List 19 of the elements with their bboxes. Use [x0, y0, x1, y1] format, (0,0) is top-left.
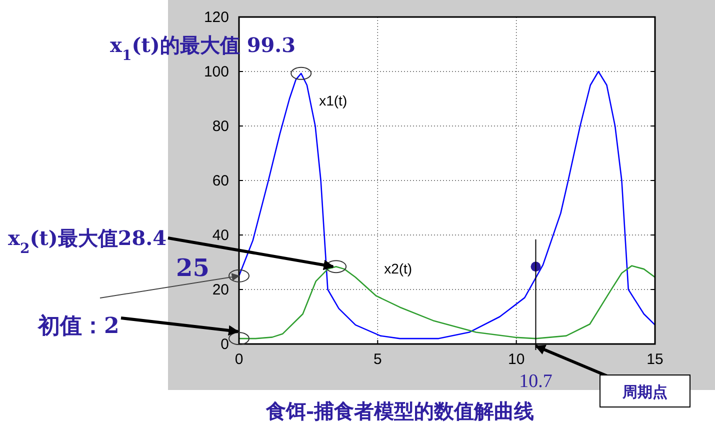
text: 食饵-捕食者模型的数值解曲线 [264, 399, 534, 423]
y-tick-label: 20 [212, 282, 229, 298]
annotation: x$_{2}$(t)最大值28.4 [8, 226, 167, 257]
x-tick-label: 0 [234, 351, 244, 368]
annotation: 25 [176, 253, 210, 282]
annotation: 周期点 [622, 383, 668, 401]
series-label: x2(t) [384, 260, 412, 277]
x-tick-label: 15 [646, 351, 664, 368]
y-tick-label: 120 [204, 9, 229, 26]
y-tick-label: 100 [204, 64, 229, 80]
y-tick-label: 40 [212, 227, 229, 244]
y-tick-label: 0 [220, 336, 229, 353]
y-tick-label: 60 [212, 172, 229, 190]
annotation: 初值：2 [37, 313, 120, 339]
series-label: x1(t) [319, 92, 348, 108]
ref-line-label: 10.7 [519, 371, 552, 392]
x-tick-label: 5 [373, 351, 382, 368]
x-tick-label: 10 [508, 351, 525, 368]
y-tick-label: 80 [212, 118, 229, 135]
